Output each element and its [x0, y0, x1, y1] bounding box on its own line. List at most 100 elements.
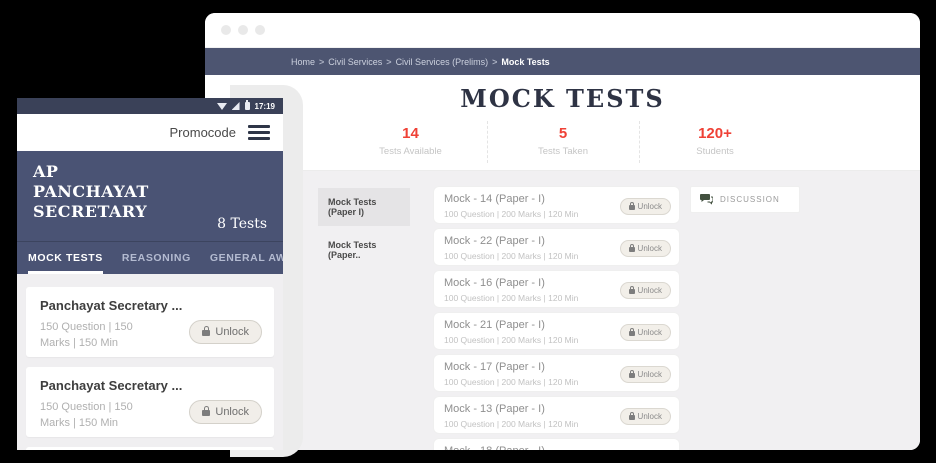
test-title: Mock - 17 (Paper - I): [444, 361, 545, 373]
test-title: Mock - 13 (Paper - I): [444, 403, 545, 415]
discussion-icon: [700, 194, 713, 205]
test-meta: 100 Question | 200 Marks | 120 Min: [444, 335, 579, 345]
test-title: Panchayat Secretary ...: [40, 298, 183, 313]
mock-test-card[interactable]: Panchayat Secretary ... 150 Question | 1…: [26, 367, 274, 437]
mock-test-card[interactable]: Panchayat Secretary ... 150 Question | 1…: [26, 287, 274, 357]
lock-icon: [628, 370, 635, 378]
window-dot-icon: [221, 25, 231, 35]
phone-content-area: Panchayat Secretary ... 150 Question | 1…: [17, 274, 283, 450]
exam-header: AP PANCHAYAT SECRETARY 8 Tests: [17, 151, 283, 241]
lock-icon: [202, 406, 211, 416]
breadcrumb-item: Home: [291, 57, 328, 67]
hero-section: MOCK TESTS 14 Tests Available 5 Tests Ta…: [205, 75, 920, 170]
unlock-label: Unlock: [215, 406, 249, 418]
clock-time: 17:19: [254, 101, 275, 111]
tests-count-badge: 8 Tests: [217, 216, 267, 232]
discussion-button[interactable]: DISCUSSION: [690, 186, 800, 213]
unlock-button[interactable]: Unlock: [619, 366, 671, 383]
window-dot-icon: [255, 25, 265, 35]
sidebar-item-paper[interactable]: Mock Tests (Paper I): [318, 188, 410, 226]
tab-category[interactable]: REASONING: [121, 252, 191, 264]
stat-label: Students: [696, 146, 734, 157]
wifi-icon: [216, 102, 227, 110]
test-meta: 150 Question | 150 Marks | 150 Min: [40, 321, 133, 349]
test-meta: 100 Question | 200 Marks | 120 Min: [444, 419, 579, 429]
unlock-button[interactable]: Unlock: [619, 282, 671, 299]
breadcrumb-item: Civil Services (Prelims): [396, 57, 502, 67]
test-meta: 100 Question | 200 Marks | 120 Min: [444, 251, 579, 261]
sidebar-item-paper[interactable]: Mock Tests (Paper..: [328, 240, 377, 260]
lock-icon: [628, 328, 635, 336]
breadcrumb-item: Mock Tests: [501, 57, 549, 67]
test-title: Mock - 14 (Paper - I): [444, 193, 545, 205]
test-title: Panchayat Secretary ...: [40, 378, 183, 393]
stat-label: Tests Available: [379, 146, 442, 157]
stats-row: 14 Tests Available 5 Tests Taken 120+ St…: [205, 121, 920, 163]
unlock-button[interactable]: Unlock: [189, 400, 262, 424]
mock-test-card[interactable]: Mock - 13 (Paper - I) 100 Question | 200…: [433, 396, 680, 434]
mock-test-card[interactable]: Mock - 18 (Paper - I) 100 Question | 200…: [433, 438, 680, 450]
exam-title: AP PANCHAYAT SECRETARY: [33, 162, 149, 221]
breadcrumb: Home Civil Services Civil Services (Prelim…: [205, 48, 920, 75]
test-title: Mock - 18 (Paper - I): [444, 445, 669, 450]
mock-test-card[interactable]: Mock - 17 (Paper - I) 100 Question | 200…: [433, 354, 680, 392]
test-title: Mock - 22 (Paper - I): [444, 235, 545, 247]
paper-sidebar: Mock Tests (Paper I) Mock Tests (Paper..: [318, 188, 410, 269]
stat-value: 14: [402, 125, 419, 142]
stat-item: 5 Tests Taken: [486, 121, 639, 163]
stat-value: 120+: [698, 125, 732, 142]
test-title: Mock - 16 (Paper - I): [444, 277, 545, 289]
unlock-button[interactable]: Unlock: [619, 240, 671, 257]
unlock-button[interactable]: Unlock: [619, 198, 671, 215]
stat-item: 120+ Students: [638, 121, 791, 163]
breadcrumb-link[interactable]: Home: [291, 56, 316, 67]
cell-signal-icon: [231, 102, 240, 110]
unlock-label: Unlock: [637, 370, 662, 379]
battery-icon: [244, 100, 250, 110]
stat-label: Tests Taken: [538, 146, 588, 157]
mock-test-card[interactable]: Mock - 22 (Paper - I) 100 Question | 200…: [433, 228, 680, 266]
stat-item: 14 Tests Available: [335, 121, 487, 163]
phone-statusbar: 17:19: [17, 98, 283, 114]
phone-screen: 17:19 Promocode AP PANCHAYAT SECRETARY 8…: [17, 98, 283, 450]
test-meta: 150 Question | 150 Marks | 150 Min: [40, 401, 133, 429]
unlock-button[interactable]: Unlock: [189, 320, 262, 344]
test-meta: 100 Question | 200 Marks | 120 Min: [444, 209, 579, 219]
unlock-label: Unlock: [637, 286, 662, 295]
unlock-label: Unlock: [637, 202, 662, 211]
breadcrumb-item: Civil Services: [328, 57, 395, 67]
breadcrumb-link[interactable]: Civil Services: [328, 56, 383, 67]
mock-test-list: Mock - 14 (Paper - I) 100 Question | 200…: [433, 186, 680, 450]
promocode-button[interactable]: Promocode: [169, 125, 236, 140]
mock-test-card[interactable]: Mock - 16 (Paper - I) 100 Question | 200…: [433, 270, 680, 308]
mock-test-card[interactable]: Mock - 14 (Paper - I) 100 Question | 200…: [433, 186, 680, 224]
unlock-label: Unlock: [637, 244, 662, 253]
mock-test-card[interactable]: Mock - 21 (Paper - I) 100 Question | 200…: [433, 312, 680, 350]
test-meta: 100 Question | 200 Marks | 120 Min: [444, 377, 579, 387]
unlock-button[interactable]: Unlock: [619, 324, 671, 341]
breadcrumb-link[interactable]: Mock Tests: [501, 56, 550, 67]
breadcrumb-link[interactable]: Civil Services (Prelims): [395, 56, 489, 67]
desktop-browser-window: Home Civil Services Civil Services (Prelim…: [205, 13, 920, 450]
lock-icon: [628, 412, 635, 420]
lock-icon: [628, 202, 635, 210]
tab-category[interactable]: GENERAL AWARENESS: [209, 252, 283, 264]
hamburger-menu-icon[interactable]: [248, 125, 270, 140]
unlock-label: Unlock: [637, 328, 662, 337]
unlock-label: Unlock: [637, 412, 662, 421]
unlock-label: Unlock: [215, 326, 249, 338]
desktop-content-area: Mock Tests (Paper I) Mock Tests (Paper.. …: [205, 170, 920, 450]
stat-value: 5: [558, 125, 568, 142]
test-title: Mock - 21 (Paper - I): [444, 319, 545, 331]
unlock-button[interactable]: Unlock: [619, 408, 671, 425]
category-tabbar: MOCK TESTS REASONING GENERAL AWARENESS: [17, 241, 283, 274]
page-title: MOCK TESTS: [460, 84, 665, 113]
phone-toolbar: Promocode: [17, 114, 283, 151]
tab-category[interactable]: MOCK TESTS: [28, 242, 103, 274]
lock-icon: [628, 244, 635, 252]
mock-test-card[interactable]: Panchayat Secretary ... 150 Question | 1…: [26, 447, 274, 450]
browser-titlebar: [205, 13, 920, 48]
discussion-label: DISCUSSION: [720, 195, 780, 204]
lock-icon: [202, 326, 211, 336]
